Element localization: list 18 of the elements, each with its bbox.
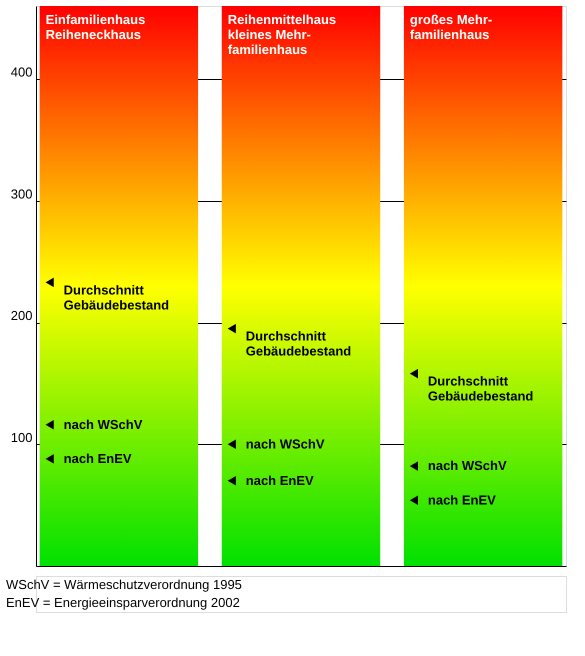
series-label: nach WSchV	[428, 458, 507, 474]
text: nach WSchV	[246, 436, 325, 452]
series-label: nach EnEV	[428, 492, 496, 508]
text: WSchV = Wärmeschutzverordnung 1995	[6, 577, 242, 592]
y-tick-label: 100	[10, 430, 32, 445]
text: nach EnEV	[246, 472, 314, 488]
series-label: Durchschnitt Gebäudebestand	[428, 374, 534, 404]
text: nach WSchV	[64, 416, 142, 432]
text: Durchschnitt Gebäudebestand	[246, 328, 352, 359]
y-tick-label: 200	[10, 308, 32, 324]
text: Durchschnitt Gebäudebestand	[64, 282, 170, 312]
y-tick-label: 300	[10, 186, 32, 202]
x-tick-label: Einfamilienhaus Reiheneckhaus	[46, 12, 146, 42]
x-tick-label: großes Mehr- familienhaus	[410, 12, 492, 42]
text: EnEV = Energieeinsparverordnung 2002	[6, 595, 240, 610]
text: nach EnEV	[64, 450, 132, 466]
y-tick-label: 400	[10, 64, 32, 80]
x-tick-label: Reihenmittelhaus kleines Mehr- familienhaus	[228, 12, 336, 57]
